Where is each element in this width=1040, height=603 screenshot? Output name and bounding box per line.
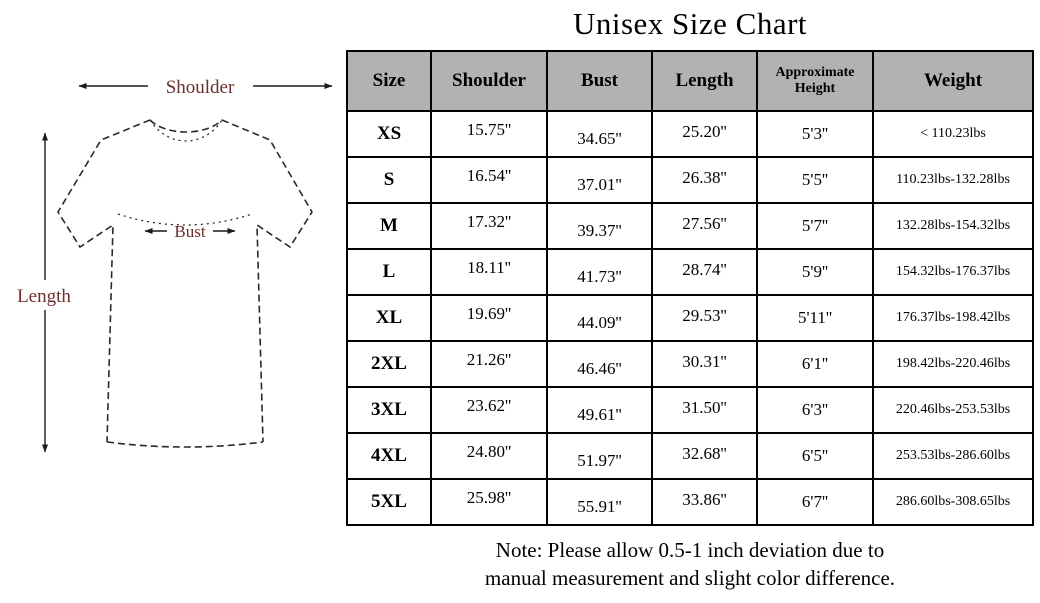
table-row: L 18.11'' 41.73'' 28.74'' 5'9'' 154.32lbs-176… — [346, 244, 1034, 301]
size-cell: 3XL — [346, 386, 432, 434]
size-cell: XL — [346, 294, 432, 342]
value-cell: 29.53'' — [651, 292, 758, 340]
size-table: Size Shoulder Bust Length Approximate Height… — [346, 50, 1034, 531]
value-cell: 30.31'' — [651, 338, 758, 386]
note-line-1: Note: Please allow 0.5-1 inch deviation … — [495, 538, 885, 562]
chart-panel: Unisex Size Chart Size Shoulder Bust Length… — [345, 0, 1035, 593]
value-cell: 55.91'' — [546, 483, 653, 531]
shoulder-label: Shoulder — [166, 77, 235, 98]
value-cell: 26.38'' — [651, 154, 758, 202]
value-cell: 6'3'' — [756, 386, 874, 434]
column-header: Bust — [546, 50, 653, 112]
size-cell: M — [346, 202, 432, 250]
value-cell: 6'7'' — [756, 478, 874, 526]
table-row: 3XL 23.62'' 49.61'' 31.50'' 6'3'' 220.46lbs-2… — [346, 382, 1034, 439]
value-cell: 25.20'' — [651, 108, 758, 156]
value-cell: 46.46'' — [546, 345, 653, 393]
value-cell: 286.60lbs-308.65lbs — [872, 478, 1034, 526]
value-cell: 15.75'' — [430, 106, 548, 154]
value-cell: 27.56'' — [651, 200, 758, 248]
table-row: S 16.54'' 37.01'' 26.38'' 5'5'' 110.23lbs-132… — [346, 152, 1034, 209]
value-cell: 24.80'' — [430, 428, 548, 476]
value-cell: 32.68'' — [651, 430, 758, 478]
table-row: M 17.32'' 39.37'' 27.56'' 5'7'' 132.28lbs-154… — [346, 198, 1034, 255]
table-row: 4XL 24.80'' 51.97'' 32.68'' 6'5'' 253.53lbs-2… — [346, 428, 1034, 485]
table-row: XL 19.69'' 44.09'' 29.53'' 5'11'' 176.37lbs-1… — [346, 290, 1034, 347]
value-cell: 5'3'' — [756, 110, 874, 158]
table-header-row: Size Shoulder Bust Length Approximate Height… — [346, 50, 1034, 112]
size-cell: 2XL — [346, 340, 432, 388]
value-cell: 34.65'' — [546, 115, 653, 163]
note-text: Note: Please allow 0.5-1 inch deviation … — [345, 536, 1035, 593]
page-title: Unisex Size Chart — [572, 6, 808, 41]
value-cell: 33.86'' — [651, 476, 758, 524]
value-cell: 49.61'' — [546, 391, 653, 439]
value-cell: 18.11'' — [430, 244, 548, 292]
bust-label: Bust — [174, 222, 205, 241]
column-header: Approximate Height — [756, 50, 874, 112]
value-cell: 6'1'' — [756, 340, 874, 388]
value-cell: 28.74'' — [651, 246, 758, 294]
value-cell: 5'5'' — [756, 156, 874, 204]
column-header: Weight — [872, 50, 1034, 112]
value-cell: 132.28lbs-154.32lbs — [872, 202, 1034, 250]
value-cell: 176.37lbs-198.42lbs — [872, 294, 1034, 342]
bust-dotted-line — [117, 213, 253, 226]
tshirt-diagram: Shoulder Length Bust — [17, 77, 333, 453]
length-label: Length — [17, 286, 71, 307]
table-row: 2XL 21.26'' 46.46'' 30.31'' 6'1'' 198.42lbs-2… — [346, 336, 1034, 393]
tshirt-outline-icon — [57, 119, 313, 448]
note-line-2: manual measurement and slight color diff… — [484, 566, 896, 591]
value-cell: 5'11'' — [756, 294, 874, 342]
value-cell: 5'9'' — [756, 248, 874, 296]
size-cell: S — [346, 156, 432, 204]
value-cell: 25.98'' — [430, 474, 548, 522]
value-cell: 253.53lbs-286.60lbs — [872, 432, 1034, 480]
column-header: Length — [651, 50, 758, 112]
value-cell: 220.46lbs-253.53lbs — [872, 386, 1034, 434]
size-cell: XS — [346, 110, 432, 158]
value-cell: < 110.23lbs — [872, 110, 1034, 158]
table-row: 5XL 25.98'' 55.91'' 33.86'' 6'7'' 286.60lbs-3… — [346, 474, 1034, 531]
column-header: Size — [346, 50, 432, 112]
table-row: XS 15.75'' 34.65'' 25.20'' 5'3'' < 110.23lbs — [346, 106, 1034, 163]
value-cell: 19.69'' — [430, 290, 548, 338]
value-cell: 39.37'' — [546, 207, 653, 255]
value-cell: 17.32'' — [430, 198, 548, 246]
value-cell: 44.09'' — [546, 299, 653, 347]
value-cell: 31.50'' — [651, 384, 758, 432]
value-cell: 6'5'' — [756, 432, 874, 480]
value-cell: 41.73'' — [546, 253, 653, 301]
value-cell: 198.42lbs-220.46lbs — [872, 340, 1034, 388]
value-cell: 5'7'' — [756, 202, 874, 250]
value-cell: 37.01'' — [546, 161, 653, 209]
value-cell: 23.62'' — [430, 382, 548, 430]
value-cell: 110.23lbs-132.28lbs — [872, 156, 1034, 204]
value-cell: 16.54'' — [430, 152, 548, 200]
size-cell: L — [346, 248, 432, 296]
column-header: Shoulder — [430, 50, 548, 112]
size-cell: 4XL — [346, 432, 432, 480]
bust-arrow: Bust — [144, 222, 236, 241]
size-cell: 5XL — [346, 478, 432, 526]
value-cell: 51.97'' — [546, 437, 653, 485]
value-cell: 21.26'' — [430, 336, 548, 384]
size-table-body: XS 15.75'' 34.65'' 25.20'' 5'3'' < 110.23lbs S… — [346, 106, 1034, 531]
length-arrow: Length — [17, 132, 71, 453]
value-cell: 154.32lbs-176.37lbs — [872, 248, 1034, 296]
shoulder-arrow: Shoulder — [78, 77, 333, 98]
